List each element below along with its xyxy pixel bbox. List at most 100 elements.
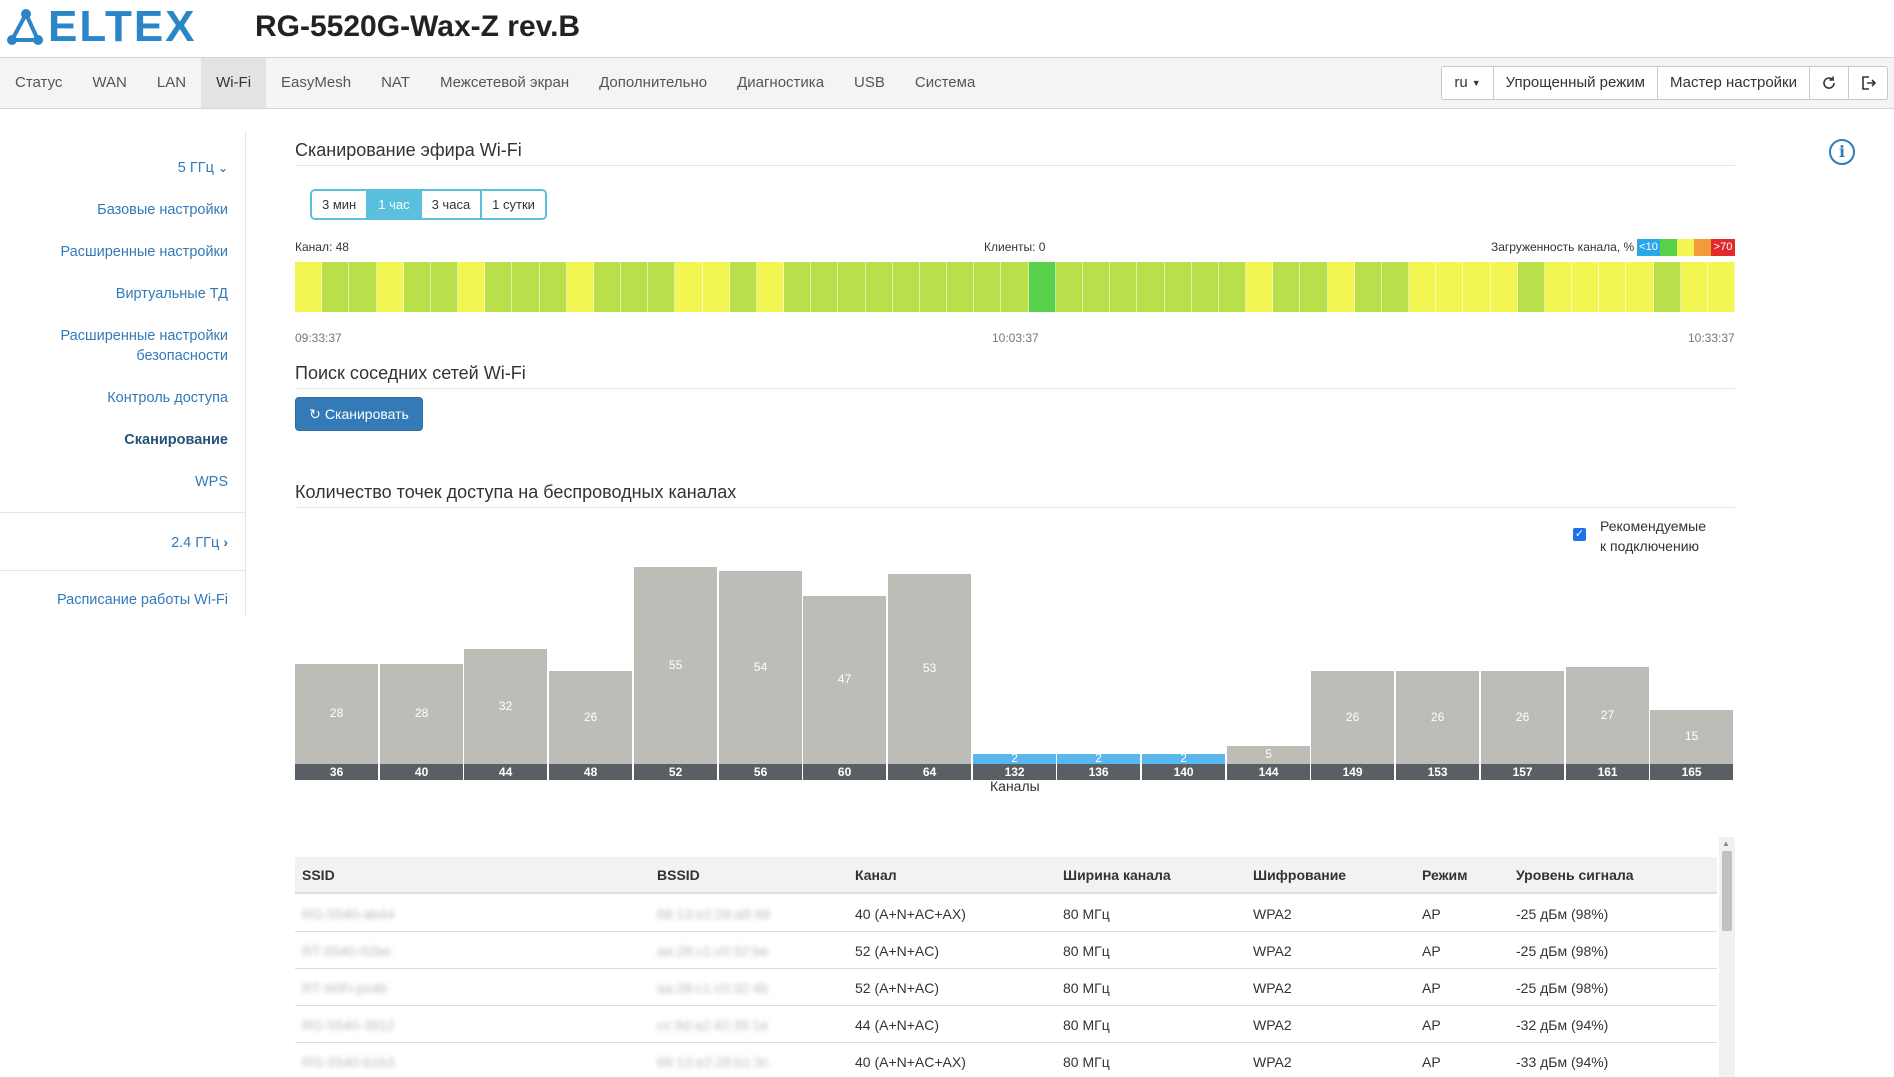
load-slot[interactable] bbox=[376, 262, 404, 312]
load-slot[interactable] bbox=[1572, 262, 1600, 312]
table-header-cell[interactable]: SSID bbox=[302, 867, 335, 883]
bar-channel-144[interactable]: 5 bbox=[1227, 746, 1311, 764]
load-slot[interactable] bbox=[974, 262, 1002, 312]
load-slot[interactable] bbox=[729, 262, 757, 312]
load-slot[interactable] bbox=[1273, 262, 1301, 312]
bar-channel-60[interactable]: 47 bbox=[803, 596, 887, 764]
nav-tab[interactable]: Система bbox=[914, 74, 976, 91]
nav-tab[interactable]: NAT bbox=[381, 74, 410, 91]
eltex-logo[interactable]: ELTEX bbox=[4, 2, 197, 51]
bar-channel-153[interactable]: 26 bbox=[1396, 671, 1480, 764]
table-header-cell[interactable]: Шифрование bbox=[1253, 867, 1347, 883]
load-slot[interactable] bbox=[1001, 262, 1029, 312]
load-slot[interactable] bbox=[675, 262, 703, 312]
bar-channel-149[interactable]: 26 bbox=[1311, 671, 1395, 764]
load-slot[interactable] bbox=[295, 262, 323, 312]
scan-button[interactable]: ↻ Сканировать bbox=[295, 397, 423, 431]
load-slot[interactable] bbox=[1110, 262, 1138, 312]
sidebar-item-wps[interactable]: WPS bbox=[194, 474, 228, 490]
sidebar-item-schedule[interactable]: Расписание работы Wi-Fi bbox=[56, 592, 228, 608]
bar-channel-165[interactable]: 15 bbox=[1650, 710, 1734, 764]
table-header-cell[interactable]: BSSID bbox=[657, 867, 700, 883]
info-icon[interactable]: i bbox=[1829, 139, 1855, 165]
table-row[interactable]: RT-WiFi-ps4b aa:28:c1:c0:32:4b 52 (A+N+AC)… bbox=[295, 969, 1717, 1006]
load-slot[interactable] bbox=[1137, 262, 1165, 312]
table-header-cell[interactable]: Режим bbox=[1422, 867, 1468, 883]
nav-tab[interactable]: EasyMesh bbox=[281, 74, 352, 91]
bar-channel-44[interactable]: 32 bbox=[464, 649, 548, 764]
load-slot[interactable] bbox=[1599, 262, 1627, 312]
load-slot[interactable] bbox=[811, 262, 839, 312]
load-slot[interactable] bbox=[1082, 262, 1111, 312]
load-slot[interactable] bbox=[947, 262, 975, 312]
sidebar-item-basic[interactable]: Базовые настройки bbox=[97, 202, 228, 218]
sidebar-band-5ghz[interactable]: 5 ГГц ⌄ bbox=[178, 158, 228, 178]
load-slot[interactable] bbox=[1544, 262, 1573, 312]
load-slot[interactable] bbox=[485, 262, 513, 312]
load-slot[interactable] bbox=[593, 262, 622, 312]
load-slot[interactable] bbox=[1055, 262, 1083, 312]
load-slot[interactable] bbox=[539, 262, 567, 312]
bar-channel-56[interactable]: 54 bbox=[719, 571, 803, 764]
load-slot[interactable] bbox=[430, 262, 459, 312]
nav-tab[interactable]: WAN bbox=[92, 74, 127, 91]
load-slot[interactable] bbox=[1409, 262, 1437, 312]
nav-tab[interactable]: LAN bbox=[156, 74, 187, 91]
load-slot[interactable] bbox=[1517, 262, 1545, 312]
load-slot[interactable] bbox=[349, 262, 377, 312]
load-slot[interactable] bbox=[892, 262, 920, 312]
table-row[interactable]: RG-5540-3912 cc:9d:a2:42:39:1e 44 (A+N+AC)… bbox=[295, 1006, 1717, 1043]
recommended-checkbox[interactable]: ✓ bbox=[1573, 528, 1586, 541]
table-scrollbar-thumb[interactable] bbox=[1722, 851, 1732, 931]
load-slot[interactable] bbox=[566, 262, 594, 312]
simple-mode-button[interactable]: Упрощенный режим bbox=[1492, 66, 1658, 100]
load-slot[interactable] bbox=[1191, 262, 1219, 312]
load-slot[interactable] bbox=[1626, 262, 1654, 312]
bar-channel-157[interactable]: 26 bbox=[1481, 671, 1565, 764]
time-range-button[interactable]: 3 часа bbox=[421, 191, 483, 218]
table-header-cell[interactable]: Уровень сигнала bbox=[1516, 867, 1634, 883]
sidebar-item-security[interactable]: Расширенные настройки безопасности bbox=[60, 328, 228, 364]
table-row[interactable]: RG-5540-b1b3 68:13:e2:28:b1:3c 40 (A+N+AC+… bbox=[295, 1043, 1717, 1077]
load-slot[interactable] bbox=[784, 262, 812, 312]
time-range-button[interactable]: 1 час bbox=[368, 191, 422, 218]
table-row[interactable]: RG-5540-ab44 68:13:e2:28:a9:48 40 (A+N+AC+… bbox=[295, 895, 1717, 932]
time-range-button[interactable]: 3 мин bbox=[312, 191, 369, 218]
nav-tab[interactable]: Дополнительно bbox=[599, 74, 708, 91]
load-slot[interactable] bbox=[648, 262, 676, 312]
load-slot[interactable] bbox=[403, 262, 431, 312]
load-slot[interactable] bbox=[838, 262, 866, 312]
refresh-button[interactable] bbox=[1809, 66, 1849, 100]
load-slot[interactable] bbox=[621, 262, 649, 312]
table-header-cell[interactable]: Ширина канала bbox=[1063, 867, 1171, 883]
load-slot[interactable] bbox=[1707, 262, 1736, 312]
bar-channel-40[interactable]: 28 bbox=[380, 664, 464, 764]
sidebar-band-24ghz[interactable]: 2.4 ГГц › bbox=[171, 532, 228, 553]
sidebar-item-access-control[interactable]: Контроль доступа bbox=[107, 390, 228, 406]
sidebar-item-advanced[interactable]: Расширенные настройки bbox=[60, 244, 228, 260]
bar-channel-36[interactable]: 28 bbox=[295, 664, 379, 764]
language-select[interactable]: ru ▼ bbox=[1441, 66, 1494, 100]
load-slot[interactable] bbox=[322, 262, 350, 312]
load-slot[interactable] bbox=[756, 262, 785, 312]
load-slot[interactable] bbox=[702, 262, 730, 312]
load-slot[interactable] bbox=[1381, 262, 1410, 312]
load-slot[interactable] bbox=[1300, 262, 1328, 312]
load-slot[interactable] bbox=[1246, 262, 1274, 312]
load-slot[interactable] bbox=[1490, 262, 1518, 312]
sidebar-item-scan[interactable]: Сканирование bbox=[124, 432, 228, 448]
load-slot[interactable] bbox=[1436, 262, 1464, 312]
load-slot[interactable] bbox=[512, 262, 540, 312]
sidebar-item-virtual-ap[interactable]: Виртуальные ТД bbox=[115, 286, 228, 302]
nav-tab[interactable]: Статус bbox=[15, 74, 63, 91]
load-slot[interactable] bbox=[1164, 262, 1192, 312]
bar-channel-64[interactable]: 53 bbox=[888, 574, 972, 764]
load-slot[interactable] bbox=[1327, 262, 1355, 312]
bar-channel-161[interactable]: 27 bbox=[1566, 667, 1650, 764]
load-slot[interactable] bbox=[458, 262, 486, 312]
nav-tab[interactable]: Wi-Fi bbox=[201, 58, 267, 108]
load-slot[interactable] bbox=[1028, 262, 1056, 312]
load-slot[interactable] bbox=[1653, 262, 1681, 312]
load-slot[interactable] bbox=[1218, 262, 1247, 312]
nav-tab[interactable]: USB bbox=[854, 74, 885, 91]
